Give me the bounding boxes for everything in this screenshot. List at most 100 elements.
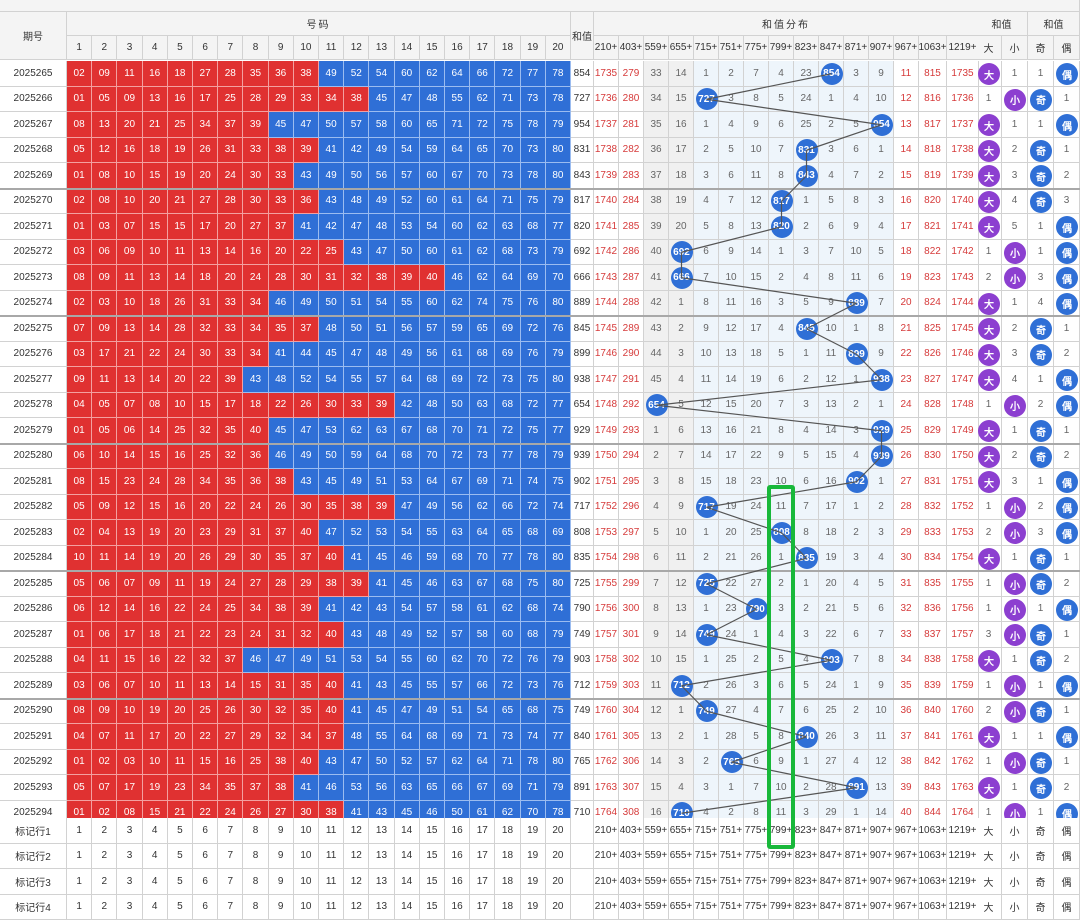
number-cell: 73 <box>495 163 521 189</box>
number-cell: 15 <box>142 163 168 189</box>
trend-line-segment <box>706 73 832 100</box>
number-cell: 60 <box>419 239 445 265</box>
dist-cell: 280 <box>619 86 644 112</box>
number-cell: 12 <box>92 137 118 163</box>
dist-cell: 3 <box>669 341 694 367</box>
dist-cell: 1736 <box>947 86 979 112</box>
dist-cell: 6 <box>769 367 794 393</box>
dist-cell: 1741 <box>594 214 619 240</box>
header-period: 期号 <box>0 12 67 60</box>
trend-line-segment <box>706 98 882 126</box>
number-cell: 05 <box>92 392 118 418</box>
period-cell: 2025266 <box>0 86 67 112</box>
number-cell: 56 <box>394 316 420 342</box>
number-cell: 50 <box>344 316 370 342</box>
dist-cell: 23 <box>894 367 919 393</box>
size-miss: 1 <box>1002 112 1028 138</box>
dist-cell: 33 <box>644 61 669 87</box>
size-ball: 大 <box>978 343 1000 366</box>
number-cell: 53 <box>394 469 420 495</box>
number-cell: 54 <box>369 61 395 87</box>
dist-cell: 5 <box>769 86 794 112</box>
number-col-header: 13 <box>369 36 395 60</box>
size-ball: 大 <box>978 445 1000 468</box>
dist-cell: 8 <box>819 265 844 291</box>
number-cell: 25 <box>167 418 193 444</box>
size-cell <box>1002 86 1028 112</box>
number-cell: 71 <box>495 86 521 112</box>
dist-cell: 1 <box>644 418 669 444</box>
dist-cell: 1 <box>844 367 869 393</box>
number-cell: 78 <box>545 86 571 112</box>
number-cell: 22 <box>193 367 219 393</box>
number-cell: 42 <box>344 137 370 163</box>
sum-value: 954 <box>571 112 594 138</box>
number-cell: 16 <box>167 443 193 469</box>
sum-value: 666 <box>571 265 594 291</box>
trend-line-segment <box>681 226 782 253</box>
number-col-header: 18 <box>495 36 521 60</box>
dist-col-header: 715+ <box>694 36 719 60</box>
number-cell: 06 <box>92 239 118 265</box>
number-cell: 33 <box>218 290 244 316</box>
parity-miss: 1 <box>1028 214 1054 240</box>
dist-col-header: 907+ <box>869 36 894 60</box>
number-cell: 24 <box>142 469 168 495</box>
dist-cell: 1746 <box>594 341 619 367</box>
number-cell: 64 <box>495 265 521 291</box>
parity-cell <box>1028 316 1054 342</box>
number-cell: 80 <box>545 137 571 163</box>
highlight-box <box>767 485 795 849</box>
number-cell: 41 <box>268 341 294 367</box>
sum-value: 820 <box>571 214 594 240</box>
dist-cell: 1743 <box>594 265 619 291</box>
number-cell: 15 <box>142 443 168 469</box>
number-cell: 48 <box>268 367 294 393</box>
size-ball: 大 <box>978 369 1000 391</box>
parity-cell <box>1028 137 1054 163</box>
dist-cell: 3 <box>719 86 744 112</box>
size-ball: 大 <box>978 63 1000 85</box>
dist-cell: 279 <box>619 61 644 87</box>
number-cell: 22 <box>268 392 294 418</box>
dist-cell: 11 <box>744 163 769 189</box>
number-cell: 09 <box>67 367 93 393</box>
number-cell: 09 <box>92 61 118 87</box>
parity-ball: 偶 <box>1056 394 1078 417</box>
size-miss: 1 <box>976 392 1002 418</box>
size-cell <box>976 341 1002 367</box>
number-cell: 55 <box>344 367 370 393</box>
dist-cell: 9 <box>719 239 744 265</box>
number-col-header: 10 <box>293 36 319 60</box>
number-cell: 38 <box>268 137 294 163</box>
period-cell: 2025271 <box>0 214 67 240</box>
dist-cell: 13 <box>894 112 919 138</box>
dist-cell: 818 <box>919 137 947 163</box>
dist-cell: 12 <box>819 367 844 393</box>
number-cell: 16 <box>142 61 168 87</box>
dist-cell: 1 <box>869 137 894 163</box>
number-cell: 01 <box>67 214 93 240</box>
sum-value: 727 <box>571 86 594 112</box>
parity-ball: 偶 <box>1056 63 1078 85</box>
dist-cell: 10 <box>844 239 869 265</box>
dist-cell: 1748 <box>594 392 619 418</box>
number-cell: 55 <box>394 290 420 316</box>
number-cell: 03 <box>67 239 93 265</box>
dist-cell: 285 <box>619 214 644 240</box>
number-cell: 08 <box>67 469 93 495</box>
number-cell: 59 <box>419 137 445 163</box>
number-cell: 22 <box>293 239 319 265</box>
dist-cell: 2 <box>669 316 694 342</box>
number-col-header: 19 <box>520 36 546 60</box>
number-cell: 77 <box>545 418 571 444</box>
number-cell: 20 <box>218 265 244 291</box>
dist-cell: 9 <box>844 214 869 240</box>
header-numbers: 号码 <box>67 12 571 36</box>
dist-cell: 16 <box>719 418 744 444</box>
dist-cell: 1 <box>844 316 869 342</box>
number-cell: 57 <box>369 367 395 393</box>
number-cell: 17 <box>193 214 219 240</box>
sum-value: 899 <box>571 341 594 367</box>
dist-cell: 4 <box>844 86 869 112</box>
